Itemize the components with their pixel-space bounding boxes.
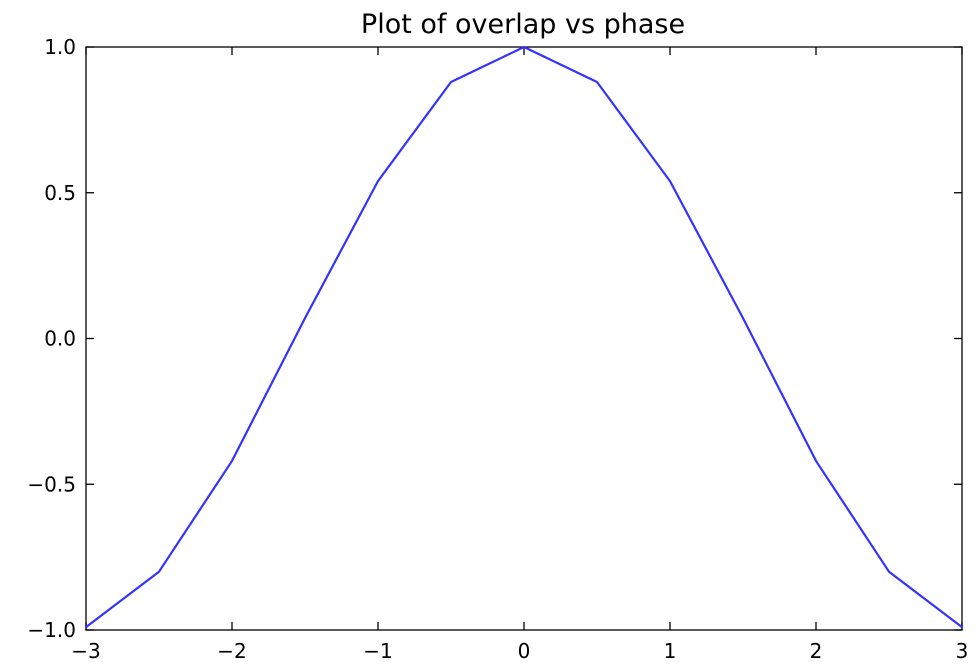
x-tick-label: 3 [956, 639, 969, 663]
x-tick-label: −2 [217, 639, 246, 663]
y-tick-label: −1.0 [27, 618, 76, 642]
chart-title: Plot of overlap vs phase [361, 9, 685, 40]
y-tick-label: 1.0 [44, 35, 76, 59]
x-tick-label: 2 [810, 639, 823, 663]
y-tick-label: 0.0 [44, 327, 76, 351]
y-tick-label: −0.5 [27, 472, 76, 496]
series-line-0 [84, 45, 964, 629]
series-layer [84, 45, 964, 629]
x-tick-label: −1 [363, 639, 392, 663]
x-axis: −3 −2 −1 0 1 2 3 [71, 47, 968, 663]
y-axis: −1.0 −0.5 0.0 0.5 1.0 [27, 35, 962, 642]
axes: −3 −2 −1 0 1 2 3 −1.0 −0.5 0.0 0.5 1.0 [27, 35, 968, 663]
x-tick-label: −3 [71, 639, 100, 663]
axes-frame [85, 46, 963, 631]
x-tick-label: 0 [518, 639, 531, 663]
y-tick-label: 0.5 [44, 181, 76, 205]
x-tick-label: 1 [664, 639, 677, 663]
